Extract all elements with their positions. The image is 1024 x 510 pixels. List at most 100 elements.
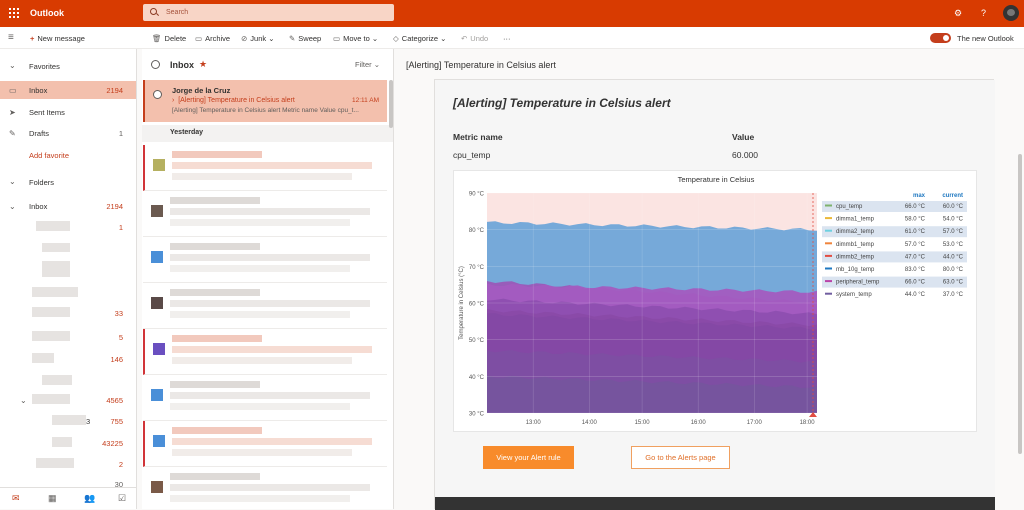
y-tick-label: 90 °C	[469, 192, 485, 198]
legend-current-peripheral_temp: 63.0 °C	[943, 280, 964, 286]
legend-name-system_temp: system_temp	[836, 292, 872, 298]
new-message-button[interactable]: + New message	[30, 34, 85, 43]
y-tick-label: 30 °C	[469, 412, 485, 418]
move-to-button[interactable]: ▭ Move to ⌄	[333, 34, 379, 43]
subfolder-blurred[interactable]	[52, 437, 72, 447]
archive-button[interactable]: ▭ Archive	[195, 34, 231, 43]
filter-button[interactable]: Filter ⌄	[354, 60, 380, 69]
blurred-text	[172, 162, 372, 169]
email-content: [Alerting] Temperature in Celsius alert …	[435, 80, 995, 497]
search-icon	[150, 8, 157, 15]
blurred-text	[172, 427, 262, 434]
blurred-text	[170, 403, 350, 410]
nav-item-drafts[interactable]: ✎ Drafts 1	[9, 129, 123, 138]
blurred-text	[170, 265, 350, 272]
nav-item-inbox[interactable]: ▭ Inbox 2194	[0, 81, 136, 99]
subfolder-count: ⌄ 4565	[20, 396, 123, 405]
avatar	[153, 343, 165, 355]
delete-button[interactable]: 🗑 Delete	[152, 34, 187, 43]
undo-button[interactable]: ↶ Undo	[461, 34, 489, 43]
subfolder-blurred[interactable]	[42, 261, 70, 277]
nav-folder-inbox[interactable]: ⌄ Inbox 2194	[9, 202, 123, 211]
view-alert-rule-button[interactable]: View your Alert rule	[483, 446, 574, 469]
subfolder-blurred[interactable]	[42, 375, 72, 385]
subfolder-blurred[interactable]	[32, 331, 70, 341]
reading-scrollbar[interactable]	[1018, 154, 1022, 454]
add-favorite-link[interactable]: Add favorite	[29, 151, 70, 160]
reading-subject: [Alerting] Temperature in Celsius alert	[406, 60, 556, 70]
list-scrollbar[interactable]	[389, 80, 393, 128]
list-item[interactable]	[143, 467, 387, 509]
hamburger-icon[interactable]: ≡	[8, 32, 14, 43]
subfolder-blurred[interactable]	[32, 353, 54, 363]
blurred-text	[170, 484, 370, 491]
select-radio[interactable]	[153, 90, 162, 99]
settings-icon[interactable]: ⚙	[954, 8, 963, 18]
legend-current-dimma1_temp: 54.0 °C	[943, 217, 964, 223]
legend-row-bg	[822, 201, 967, 212]
subfolder-blurred[interactable]	[32, 307, 70, 317]
help-icon[interactable]: ?	[981, 8, 987, 18]
calendar-icon[interactable]: ▦	[48, 493, 57, 503]
blurred-text	[170, 495, 350, 502]
categorize-button[interactable]: ◇ Categorize ⌄	[393, 34, 447, 43]
list-item[interactable]	[143, 329, 387, 375]
subfolder-blurred[interactable]	[42, 243, 70, 252]
series-area-system_temp	[487, 375, 817, 413]
legend-row-bg	[822, 276, 967, 288]
blurred-text	[170, 219, 350, 226]
new-outlook-toggle[interactable]	[930, 33, 951, 43]
subfolder-blurred[interactable]	[52, 415, 86, 425]
list-item[interactable]	[143, 421, 387, 467]
search-box[interactable]: Search	[143, 4, 394, 21]
mail-icon[interactable]: ✉	[12, 493, 20, 503]
list-item[interactable]	[143, 145, 387, 191]
x-tick-label: 13:00	[526, 420, 542, 426]
subfolder-count: 3 755	[86, 417, 123, 426]
app-name[interactable]: Outlook	[30, 8, 64, 18]
todo-icon[interactable]: ☑	[118, 493, 127, 503]
new-outlook-label: The new Outlook	[957, 34, 1014, 43]
temperature-chart: Temperature in Celsius 90 °C 80 °C 70 °C 60 …	[453, 170, 977, 432]
list-title: Inbox	[170, 60, 194, 70]
star-icon[interactable]: ★	[199, 59, 208, 69]
top-bar: Outlook Search ⚙ ?	[0, 0, 1024, 27]
subfolder-blurred[interactable]	[32, 287, 78, 297]
legend-row-bg	[822, 251, 967, 263]
go-to-alerts-button[interactable]: Go to the Alerts page	[631, 446, 730, 469]
blurred-text	[170, 311, 350, 318]
nav-item-sent[interactable]: ➤ Sent Items	[9, 108, 65, 117]
subfolder-blurred[interactable]	[32, 394, 70, 404]
list-item[interactable]	[143, 375, 387, 421]
legend-swatch-peripheral_temp	[825, 280, 832, 283]
y-tick-label: 70 °C	[469, 265, 485, 271]
message-item-selected[interactable]: Jorge de la Cruz › [Alerting] Temperatur…	[143, 80, 387, 122]
subfolder-count: 43225	[102, 439, 123, 448]
more-button[interactable]: ···	[503, 34, 511, 43]
list-item[interactable]	[143, 283, 387, 329]
select-all-icon[interactable]	[151, 60, 160, 69]
junk-button[interactable]: ⊘ Junk ⌄	[241, 34, 275, 43]
people-icon[interactable]: 👥	[84, 493, 96, 503]
avatar[interactable]	[1003, 5, 1019, 21]
app-launcher-icon[interactable]	[9, 8, 19, 18]
blurred-text	[170, 300, 370, 307]
legend-current-mb_10g_temp: 80.0 °C	[943, 267, 964, 273]
subfolder-count: 5	[118, 333, 123, 342]
legend-current-dimmb2_temp: 44.0 °C	[943, 254, 964, 260]
folders-header[interactable]: ⌄ Folders	[9, 177, 55, 187]
legend-name-dimma1_temp: dimma1_temp	[836, 217, 875, 223]
subfolder-count: 30	[114, 480, 123, 487]
sweep-button[interactable]: ✎ Sweep	[289, 34, 322, 43]
search-placeholder: Search	[166, 9, 189, 16]
list-item[interactable]	[143, 191, 387, 237]
legend-max-cpu_temp: 66.0 °C	[905, 204, 926, 210]
legend-header-current: current	[942, 193, 963, 199]
favorites-header[interactable]: ⌄ Favorites	[9, 61, 60, 71]
subfolder-count: 146	[110, 355, 123, 364]
subfolder-blurred[interactable]	[36, 221, 70, 231]
inbox-icon: ▭	[9, 86, 17, 95]
subfolder-blurred[interactable]	[36, 458, 74, 468]
list-item[interactable]	[143, 237, 387, 283]
blurred-text	[170, 254, 370, 261]
